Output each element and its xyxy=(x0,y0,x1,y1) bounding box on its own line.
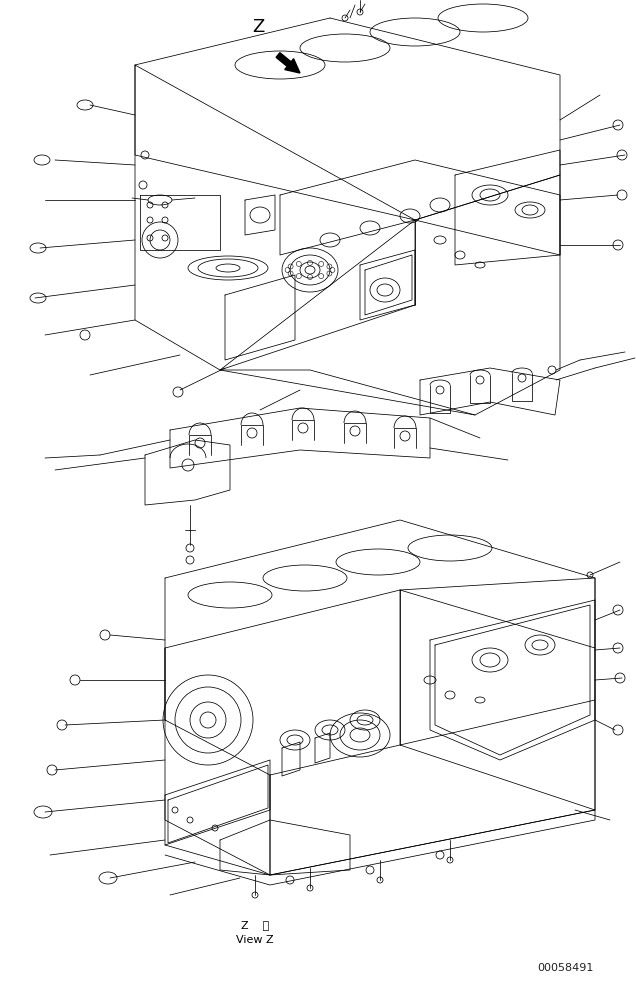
FancyArrow shape xyxy=(276,53,300,73)
Text: 00058491: 00058491 xyxy=(537,963,593,973)
Text: View Z: View Z xyxy=(236,935,274,945)
Text: Z: Z xyxy=(252,18,264,36)
Text: Z    視: Z 視 xyxy=(241,920,269,930)
